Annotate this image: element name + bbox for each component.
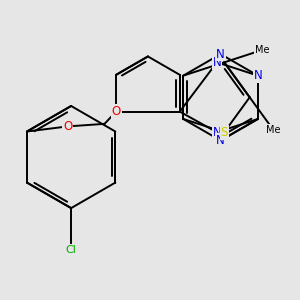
Text: O: O <box>112 105 121 118</box>
Text: Me: Me <box>266 124 280 134</box>
Text: N: N <box>216 134 225 147</box>
Text: N: N <box>212 126 221 139</box>
Text: S: S <box>220 126 228 139</box>
Text: O: O <box>63 120 72 133</box>
Text: N: N <box>212 56 221 69</box>
Text: Cl: Cl <box>66 245 76 255</box>
Text: N: N <box>216 48 225 61</box>
Text: N: N <box>254 69 262 82</box>
Text: Me: Me <box>255 45 269 55</box>
